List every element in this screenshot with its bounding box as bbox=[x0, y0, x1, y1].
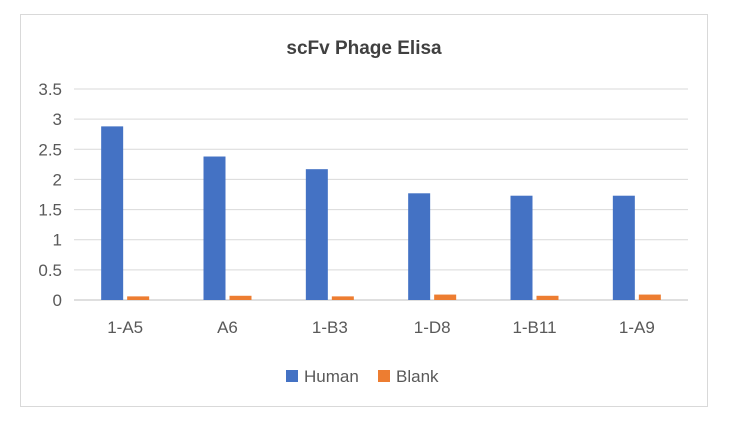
bar-human-1-b11 bbox=[510, 195, 533, 300]
bar-human-1-a5 bbox=[101, 126, 124, 301]
y-tick-label: 0 bbox=[53, 291, 62, 310]
chart-title: scFv Phage Elisa bbox=[286, 38, 442, 59]
gridlines bbox=[74, 88, 688, 301]
y-tick-label: 3.5 bbox=[38, 80, 62, 99]
x-tick-label: 1-D8 bbox=[414, 318, 451, 337]
x-tick-label: 1-B3 bbox=[312, 318, 348, 337]
y-tick-label: 2 bbox=[53, 170, 62, 189]
bar-blank-1-a9 bbox=[638, 294, 661, 300]
y-axis-tick-labels: 0 0.5 1 1.5 2 2.5 3 3.5 bbox=[38, 80, 62, 310]
y-tick-label: 1.5 bbox=[38, 201, 62, 220]
legend-swatch-human bbox=[286, 370, 298, 382]
legend-label-human: Human bbox=[304, 367, 359, 386]
legend: Human Blank bbox=[286, 367, 439, 386]
bar-human-1-a9 bbox=[612, 195, 635, 300]
legend-swatch-blank bbox=[378, 370, 390, 382]
bar-human-1-b3 bbox=[305, 169, 328, 300]
y-tick-label: 0.5 bbox=[38, 261, 62, 280]
bar-blank-1-b3 bbox=[331, 296, 354, 300]
x-tick-label: A6 bbox=[217, 318, 238, 337]
chart-frame bbox=[20, 14, 708, 407]
x-tick-label: 1-B11 bbox=[512, 318, 556, 337]
x-axis-tick-labels: 1-A5 A6 1-B3 1-D8 1-B11 1-A9 bbox=[107, 318, 655, 337]
y-tick-label: 2.5 bbox=[38, 140, 62, 159]
y-tick-label: 1 bbox=[53, 231, 62, 250]
bar-human-a6 bbox=[203, 156, 226, 300]
x-tick-label: 1-A5 bbox=[107, 318, 143, 337]
y-tick-label: 3 bbox=[53, 110, 62, 129]
bar-blank-1-b11 bbox=[536, 295, 559, 300]
x-tick-label: 1-A9 bbox=[619, 318, 655, 337]
legend-label-blank: Blank bbox=[396, 367, 439, 386]
bar-blank-a6 bbox=[229, 295, 252, 300]
bar-human-1-d8 bbox=[408, 193, 431, 300]
bar-blank-1-a5 bbox=[127, 296, 150, 300]
bar-blank-1-d8 bbox=[434, 294, 457, 300]
bars bbox=[101, 126, 661, 301]
